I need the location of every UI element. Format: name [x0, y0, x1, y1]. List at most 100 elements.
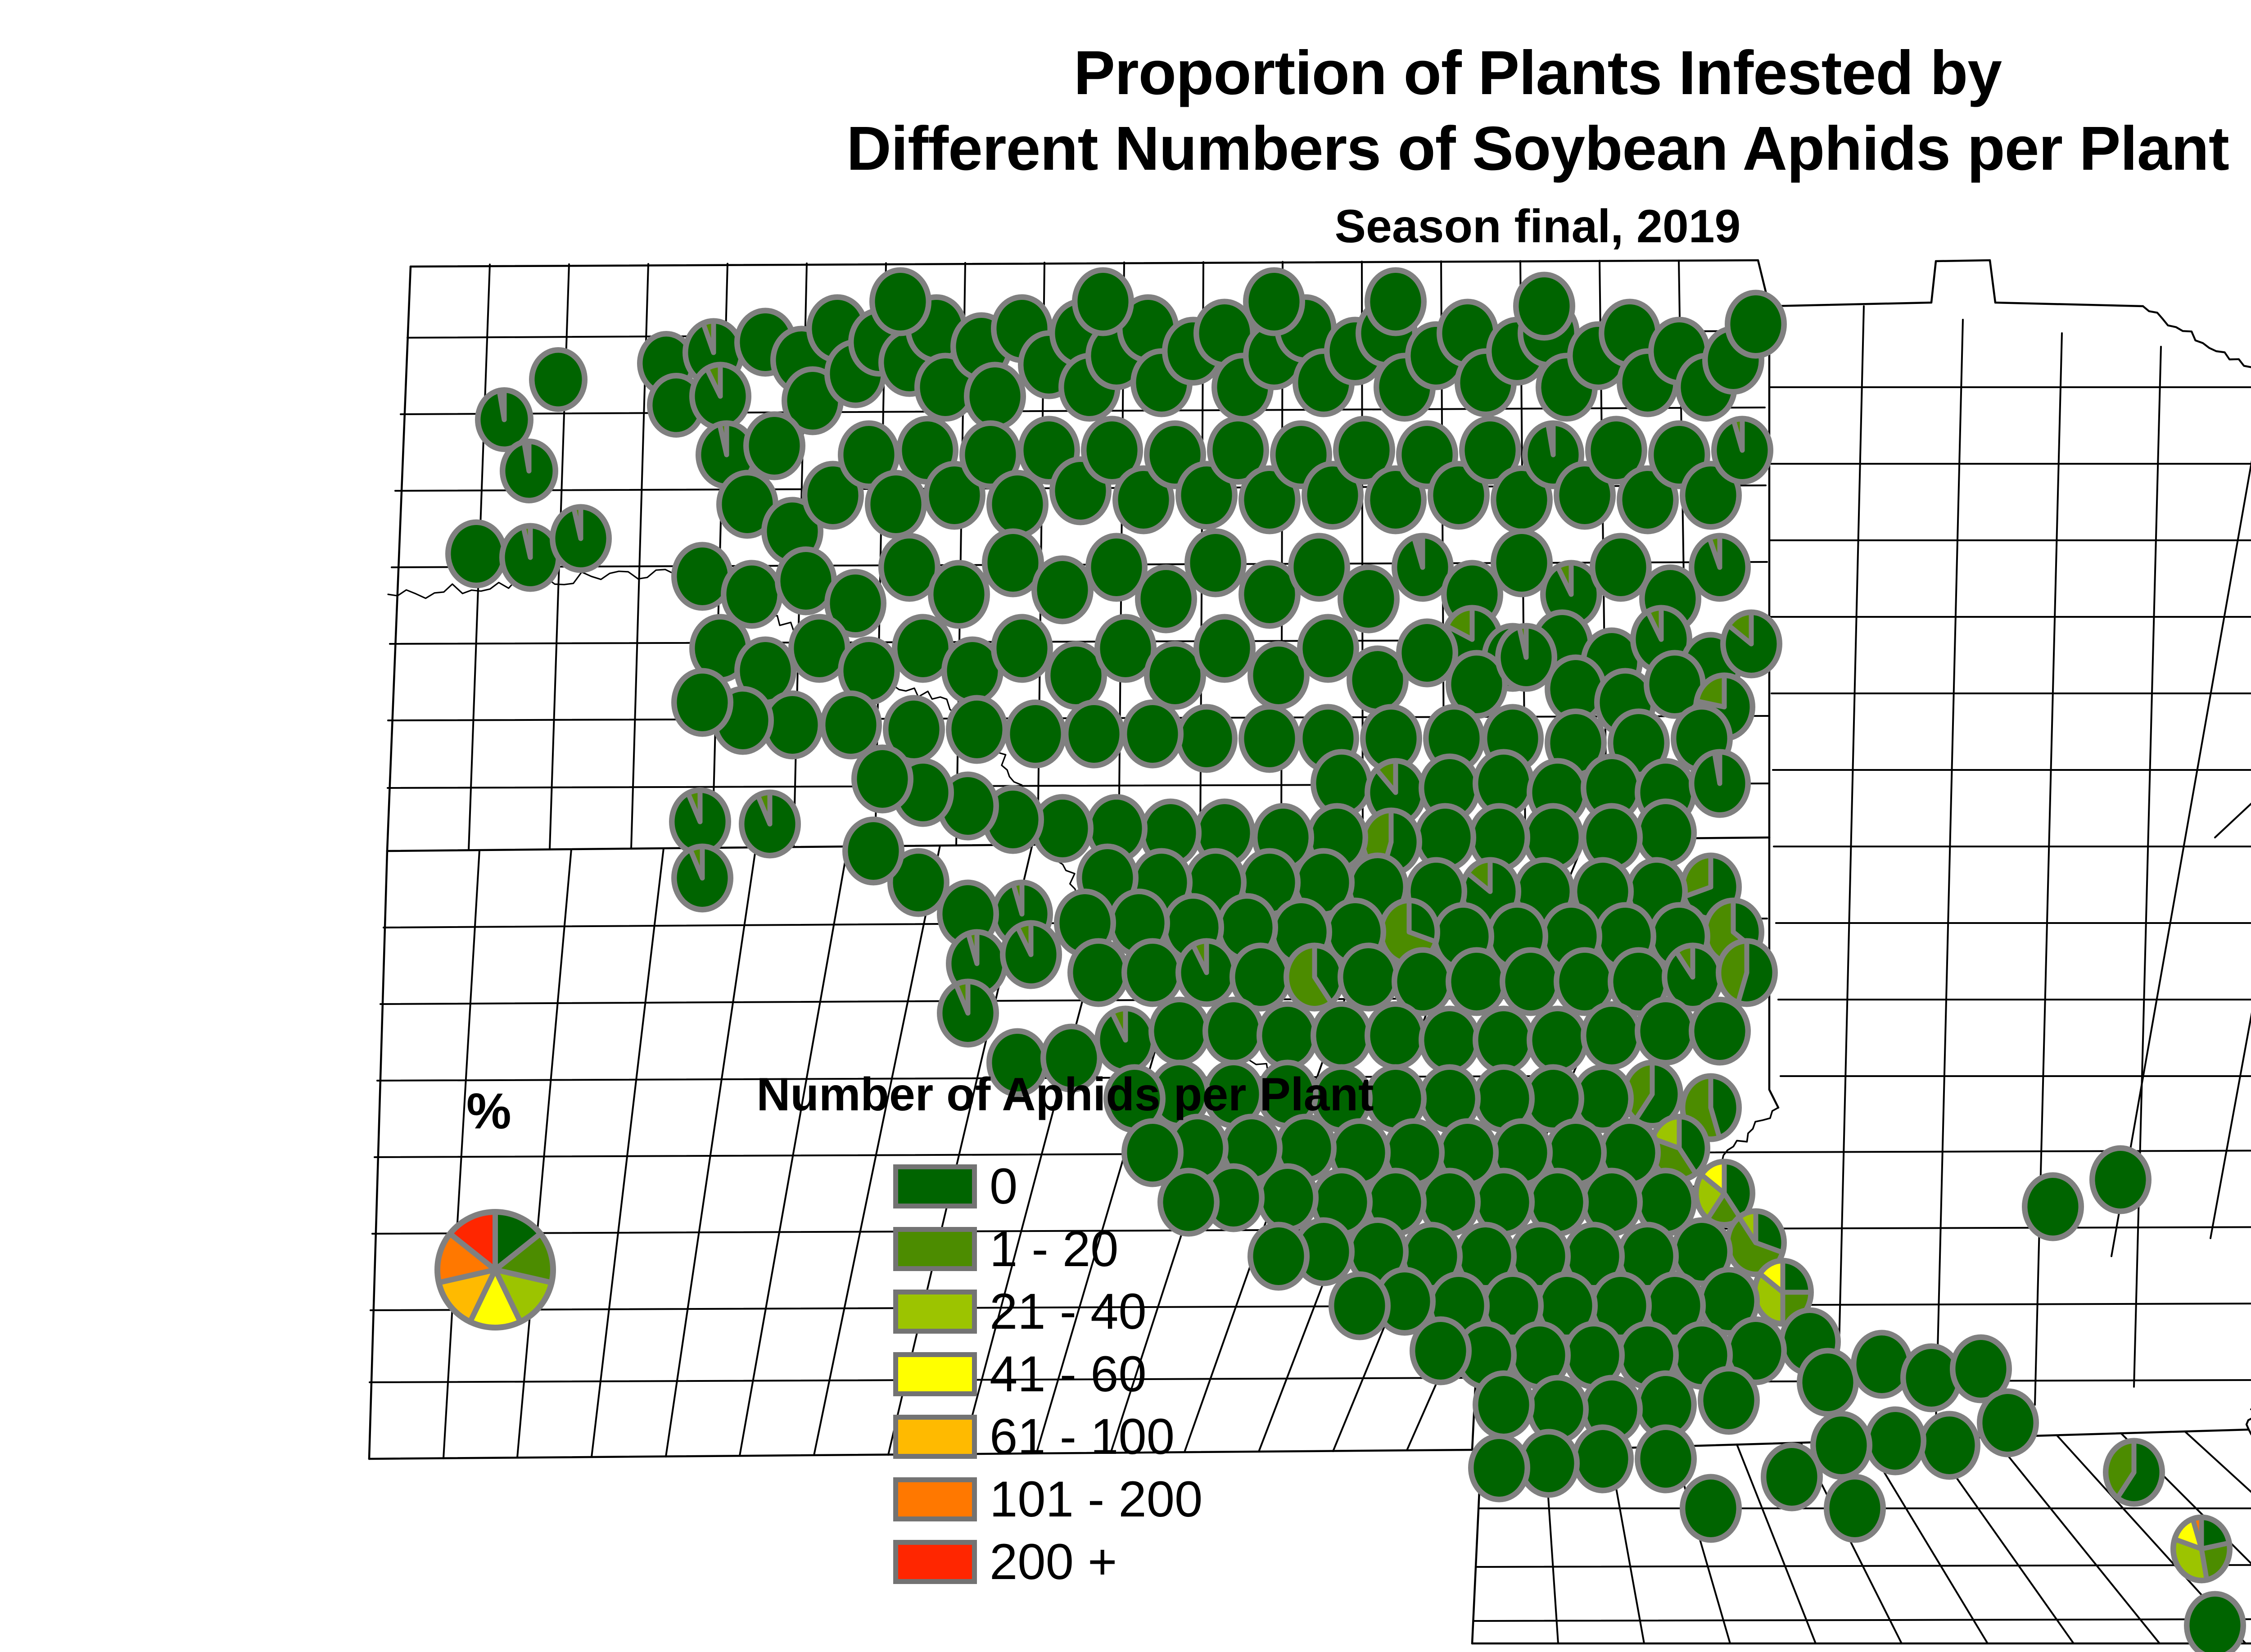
pie-marker[interactable]: [1121, 938, 1184, 1007]
pie-marker[interactable]: [1392, 947, 1454, 1016]
pie-marker[interactable]: [1590, 533, 1652, 602]
pie-marker[interactable]: [1468, 1433, 1530, 1503]
pie-marker[interactable]: [1157, 1168, 1220, 1237]
pie-marker[interactable]: [1094, 1005, 1157, 1075]
pie-marker[interactable]: [1031, 555, 1094, 625]
pie-marker[interactable]: [1239, 704, 1301, 773]
pie-marker[interactable]: [1581, 753, 1643, 823]
pie-marker[interactable]: [1500, 947, 1562, 1016]
pie-marker[interactable]: [716, 470, 778, 539]
pie-marker[interactable]: [671, 843, 733, 913]
pie-marker[interactable]: [1257, 1001, 1319, 1070]
pie-marker[interactable]: [1527, 1005, 1589, 1075]
pie-marker[interactable]: [1004, 699, 1067, 769]
pie-marker[interactable]: [1085, 533, 1148, 602]
pie-marker[interactable]: [788, 614, 850, 683]
pie-marker[interactable]: [1522, 1064, 1584, 1133]
pie-marker[interactable]: [1644, 650, 1706, 719]
pie-marker[interactable]: [689, 362, 751, 431]
pie-marker[interactable]: [1184, 528, 1247, 597]
pie-marker[interactable]: [1797, 1348, 1859, 1417]
pie-marker[interactable]: [1482, 1271, 1544, 1340]
pie-marker[interactable]: [851, 744, 913, 814]
pie-marker[interactable]: [1689, 996, 1751, 1066]
pie-marker[interactable]: [1365, 267, 1427, 336]
pie-marker[interactable]: [775, 546, 837, 616]
pie-marker[interactable]: [937, 771, 999, 841]
pie-marker[interactable]: [1527, 1375, 1589, 1444]
pie-marker[interactable]: [1081, 416, 1143, 485]
pie-marker[interactable]: [2170, 1514, 2233, 1584]
pie-marker[interactable]: [1094, 614, 1157, 683]
pie-marker[interactable]: [1900, 1343, 1962, 1412]
pie-marker[interactable]: [1617, 465, 1679, 534]
pie-marker[interactable]: [1207, 416, 1269, 485]
pie-marker[interactable]: [1585, 416, 1647, 485]
pie-marker[interactable]: [671, 668, 733, 737]
pie-marker[interactable]: [1608, 947, 1670, 1016]
pie-marker[interactable]: [1810, 1411, 1872, 1480]
pie-marker[interactable]: [1333, 416, 1395, 485]
pie-marker[interactable]: [1239, 560, 1301, 629]
pie-marker[interactable]: [865, 470, 927, 539]
pie-marker[interactable]: [1545, 654, 1607, 724]
pie-marker[interactable]: [1671, 1217, 1733, 1286]
pie-marker[interactable]: [1347, 645, 1409, 715]
pie-marker[interactable]: [1590, 1271, 1652, 1340]
pie-marker[interactable]: [1473, 1005, 1535, 1075]
pie-marker[interactable]: [1572, 1424, 1634, 1494]
pie-marker[interactable]: [1243, 267, 1305, 336]
pie-marker[interactable]: [1410, 1316, 1472, 1385]
pie-marker[interactable]: [734, 636, 796, 706]
pie-marker[interactable]: [1360, 704, 1422, 773]
pie-marker[interactable]: [1112, 465, 1175, 534]
pie-marker[interactable]: [1635, 1370, 1697, 1439]
pie-marker[interactable]: [928, 560, 990, 629]
pie-marker[interactable]: [937, 978, 999, 1048]
pie-marker[interactable]: [1365, 1001, 1427, 1070]
pie-marker[interactable]: [838, 636, 900, 706]
pie-marker[interactable]: [1396, 618, 1458, 688]
pie-marker[interactable]: [1711, 416, 1773, 485]
pie-marker[interactable]: [1725, 1208, 1787, 1277]
pie-marker[interactable]: [1752, 1258, 1814, 1327]
pie-marker[interactable]: [1918, 1411, 1980, 1480]
pie-marker[interactable]: [946, 695, 1008, 764]
pie-marker[interactable]: [1698, 1366, 1760, 1435]
pie-marker[interactable]: [1135, 564, 1197, 634]
pie-marker[interactable]: [1689, 749, 1751, 818]
pie-marker[interactable]: [1175, 938, 1238, 1007]
pie-marker[interactable]: [1662, 942, 1724, 1012]
pie-marker[interactable]: [1509, 1321, 1571, 1390]
pie-marker[interactable]: [842, 816, 904, 886]
pie-marker[interactable]: [887, 848, 949, 917]
pie-marker[interactable]: [1635, 1424, 1697, 1494]
pie-marker[interactable]: [499, 523, 561, 592]
pie-marker[interactable]: [529, 347, 588, 412]
pie-marker[interactable]: [1202, 996, 1265, 1066]
pie-marker[interactable]: [1716, 938, 1778, 1007]
pie-marker[interactable]: [1311, 1001, 1373, 1070]
pie-marker[interactable]: [739, 789, 801, 859]
pie-marker[interactable]: [1392, 533, 1454, 602]
pie-marker[interactable]: [1581, 1001, 1643, 1070]
pie-marker[interactable]: [1977, 1388, 2039, 1457]
pie-marker[interactable]: [1175, 461, 1238, 530]
pie-marker[interactable]: [878, 533, 940, 602]
pie-marker[interactable]: [1000, 920, 1062, 989]
pie-marker[interactable]: [669, 787, 731, 856]
pie-marker[interactable]: [1121, 699, 1184, 769]
pie-marker[interactable]: [743, 411, 805, 480]
pie-marker[interactable]: [1338, 564, 1400, 634]
pie-marker[interactable]: [1045, 641, 1107, 710]
pie-marker[interactable]: [1297, 614, 1359, 683]
pie-marker[interactable]: [1581, 803, 1643, 872]
pie-marker[interactable]: [1459, 416, 1521, 485]
pie-marker[interactable]: [1693, 1159, 1755, 1228]
pie-marker[interactable]: [964, 362, 1026, 431]
pie-marker[interactable]: [500, 439, 558, 503]
pie-marker[interactable]: [1473, 1168, 1535, 1237]
pie-marker[interactable]: [1572, 1064, 1634, 1133]
pie-marker[interactable]: [1202, 1163, 1265, 1232]
pie-marker[interactable]: [1302, 461, 1364, 530]
